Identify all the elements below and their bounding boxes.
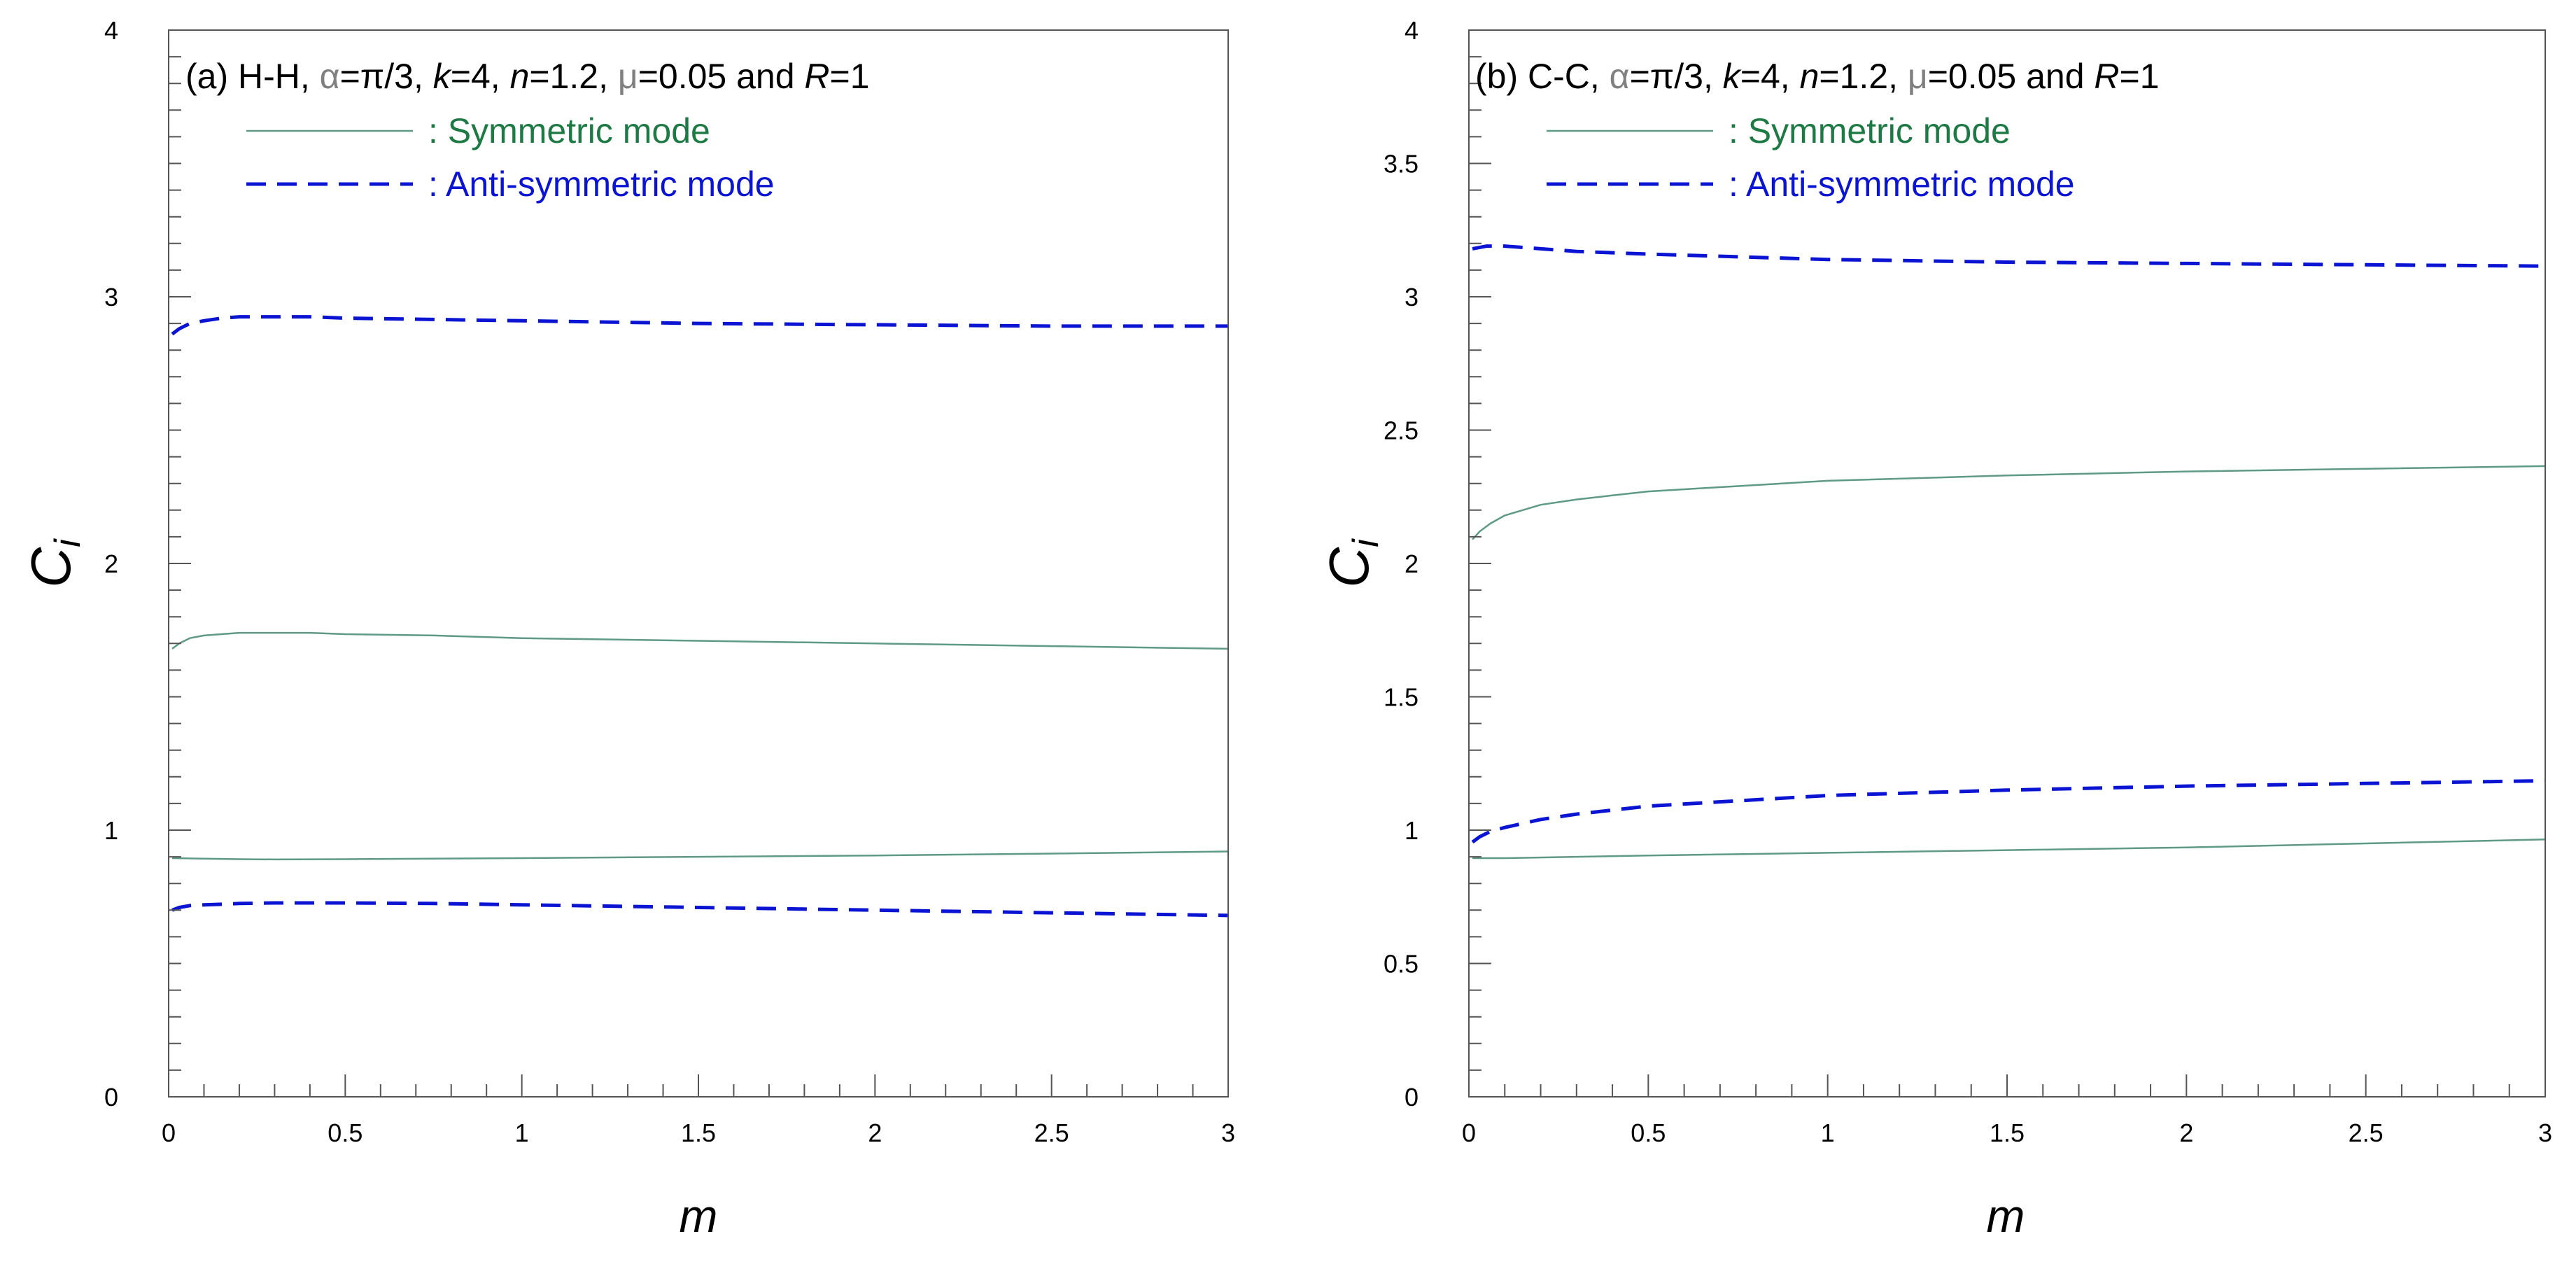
panel-b-series [1471,244,2546,860]
panel-b-ylabel-sub: i [1346,538,1386,547]
panel-b-title-R-value: =1 [2120,57,2160,96]
panel-b-ytick-label: 3 [1405,283,1419,311]
panel-b-ytick-labels: 0 0.5 1 1.5 2 2.5 3 3.5 4 [1384,16,1419,1112]
panel-b-ytick-label: 0.5 [1384,950,1419,979]
panel-a-xtick-label: 1 [515,1119,529,1147]
panel-b-title-R: R [2094,57,2119,96]
panel-a: 0 0.5 1 1.5 2 2.5 3 0 1 2 3 4 m Ci (a) H… [20,16,1235,1242]
panel-b-ytick-label: 4 [1405,16,1419,45]
panel-a-title-label: (a) H-H, [185,57,310,96]
panel-a-xtick-label: 2.5 [1034,1119,1069,1147]
panel-a-plot-frame [168,29,1229,1098]
panel-b-xtick-label: 1.5 [1990,1119,2025,1147]
panel-a-series [171,315,1229,918]
panel-b-ytick-label: 0 [1405,1083,1419,1112]
panel-a-legend-antisymmetric-label: : Anti-symmetric mode [428,164,775,204]
panel-a-series-symmetric-1 [171,631,1229,650]
panel-a-ytick-label: 0 [104,1083,118,1112]
panel-a-title-alpha: α [320,57,340,96]
panel-b-title-label: (b) C-C, [1475,57,1600,96]
panel-b-ytick-label: 1.5 [1384,683,1419,712]
panel-a-ytick-label: 1 [104,816,118,845]
panel-b-title-alpha: α [1610,57,1630,96]
panel-a-title-k-value: =4, [451,57,510,96]
panel-a-title-k: k [433,57,453,96]
panel-b-title-k-value: =4, [1740,57,1800,96]
panel-b-xtick-label: 1 [1821,1119,1835,1147]
panel-b-xlabel: m [1987,1190,2025,1242]
panel-a-ylabel: Ci [20,538,88,588]
panel-a-ylabel-sub: i [48,538,88,547]
panel-b-plot-frame [1468,29,2546,1098]
panel-b-title-alpha-value: =π/3, [1630,57,1723,96]
panel-b-xtick-label: 2 [2179,1119,2193,1147]
panel-a-legend-symmetric-label: : Symmetric mode [428,111,710,150]
panel-b-ytick-label: 2.5 [1384,416,1419,445]
panel-b-title-n: n [1800,57,1820,96]
panel-a-title-n: n [510,57,530,96]
panel-b-title-k: k [1723,57,1743,96]
panel-b-xtick-label: 3 [2538,1119,2552,1147]
panel-b-xtick-label: 0.5 [1631,1119,1666,1147]
panel-b-xtick-label: 0 [1462,1119,1476,1147]
panel-b-series-antisymmetric-2 [1471,779,2546,844]
panel-b-ytick-label: 1 [1405,816,1419,845]
panel-a-series-antisymmetric-0 [171,315,1228,336]
panel-b-legend-antisymmetric-label: : Anti-symmetric mode [1729,164,2075,204]
panel-a-ytick-labels: 0 1 2 3 4 [104,16,118,1112]
panel-a-series-antisymmetric-3 [171,901,1229,918]
panel-a-xtick-label: 2 [868,1119,882,1147]
panel-b: 0 0.5 1 1.5 2 2.5 3 0 0.5 1 1.5 2 2.5 3 … [1318,16,2552,1242]
panel-a-ytick-label: 2 [104,549,118,578]
panel-a-title-mu-value: =0.05 and [638,57,805,96]
panel-b-ytick-label: 2 [1405,549,1419,578]
panel-a-title-mu: μ [618,57,638,96]
panel-b-series-symmetric-3 [1472,839,2546,860]
panel-a-title-n-value: =1.2, [529,57,618,96]
panel-b-series-antisymmetric-0 [1472,244,2546,268]
panel-b-legend: : Symmetric mode : Anti-symmetric mode [1547,111,2075,204]
panel-b-title-n-value: =1.2, [1819,57,1908,96]
panel-b-xtick-label: 2.5 [2349,1119,2384,1147]
panel-a-ytick-label: 4 [104,16,118,45]
panel-a-series-symmetric-2 [171,850,1229,861]
panel-a-ytick-label: 3 [104,283,118,311]
panel-a-legend: : Symmetric mode : Anti-symmetric mode [246,111,775,204]
panel-b-title-mu: μ [1908,57,1928,96]
panel-a-ticks [168,29,1229,1098]
panel-a-ylabel-main: C [20,547,82,588]
panel-b-series-symmetric-1 [1472,465,2546,540]
panel-b-ticks [1468,29,2546,1098]
panel-a-xtick-label: 1.5 [681,1119,716,1147]
panel-a-xtick-label: 0.5 [328,1119,363,1147]
panel-b-legend-symmetric-label: : Symmetric mode [1729,111,2011,150]
panel-a-xtick-label: 0 [162,1119,176,1147]
panel-b-title: (b) C-C, α=π/3, k=4, n=1.2, μ=0.05 and R… [1475,57,2160,96]
panel-b-xtick-labels: 0 0.5 1 1.5 2 2.5 3 [1462,1119,2552,1147]
panel-a-title-alpha-value: =π/3, [340,57,433,96]
panel-a-xlabel: m [680,1190,718,1242]
panel-b-ytick-label: 3.5 [1384,150,1419,178]
panel-a-title-R-value: =1 [830,57,870,96]
panel-b-title-mu-value: =0.05 and [1928,57,2095,96]
panel-a-xtick-label: 3 [1221,1119,1235,1147]
panel-b-ylabel-main: C [1318,547,1380,588]
panel-b-ylabel: Ci [1318,538,1386,588]
panel-a-title: (a) H-H, α=π/3, k=4, n=1.2, μ=0.05 and R… [185,57,870,96]
panel-a-title-R: R [804,57,829,96]
panel-a-xtick-labels: 0 0.5 1 1.5 2 2.5 3 [162,1119,1235,1147]
